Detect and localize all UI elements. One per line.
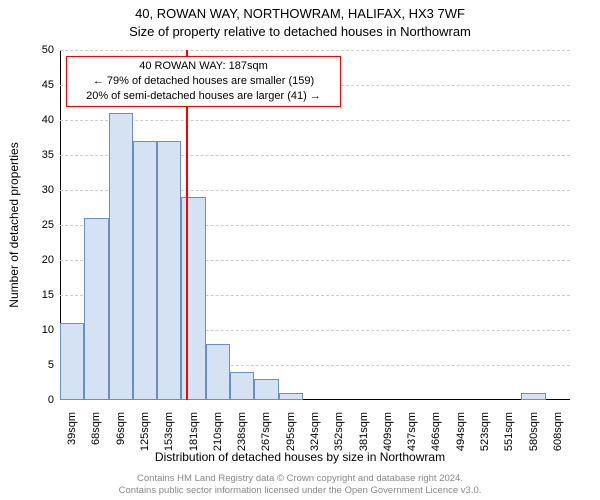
chart-title-line2: Size of property relative to detached ho…: [0, 24, 600, 39]
ytick-label: 20: [14, 254, 54, 266]
gridline: [60, 120, 570, 121]
ytick-label: 30: [14, 184, 54, 196]
histogram-bar: [206, 344, 230, 400]
ytick-label: 50: [14, 44, 54, 56]
histogram-bar: [254, 379, 278, 400]
histogram-bar: [230, 372, 254, 400]
ytick-label: 25: [14, 219, 54, 231]
ytick-label: 40: [14, 114, 54, 126]
histogram-bar: [133, 141, 157, 400]
ytick-label: 0: [14, 394, 54, 406]
annotation-line1: 40 ROWAN WAY: 187sqm: [73, 59, 334, 74]
footer-line1: Contains HM Land Registry data © Crown c…: [0, 473, 600, 485]
ytick-label: 45: [14, 79, 54, 91]
footer-line2: Contains public sector information licen…: [0, 485, 600, 497]
annotation-line3: 20% of semi-detached houses are larger (…: [73, 89, 334, 104]
gridline: [60, 50, 570, 51]
x-axis-label: Distribution of detached houses by size …: [0, 450, 600, 464]
ytick-label: 15: [14, 289, 54, 301]
histogram-bar: [279, 393, 303, 400]
annotation-line2: ← 79% of detached houses are smaller (15…: [73, 74, 334, 89]
histogram-bar: [60, 323, 84, 400]
ytick-label: 10: [14, 324, 54, 336]
ytick-label: 35: [14, 149, 54, 161]
ytick-label: 5: [14, 359, 54, 371]
chart-title-line1: 40, ROWAN WAY, NORTHOWRAM, HALIFAX, HX3 …: [0, 6, 600, 21]
histogram-bar: [109, 113, 133, 400]
chart-container: 40, ROWAN WAY, NORTHOWRAM, HALIFAX, HX3 …: [0, 0, 600, 500]
annotation-box: 40 ROWAN WAY: 187sqm ← 79% of detached h…: [66, 56, 341, 107]
histogram-bar: [181, 197, 205, 400]
histogram-bar: [157, 141, 181, 400]
histogram-bar: [521, 393, 545, 400]
histogram-bar: [84, 218, 108, 400]
